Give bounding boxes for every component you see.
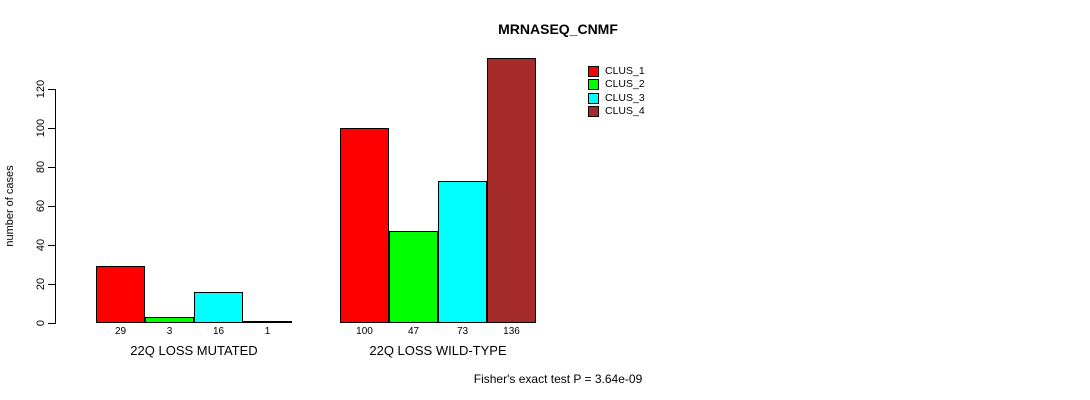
y-axis-line	[55, 89, 56, 324]
y-axis-tick-label: 20	[35, 277, 47, 291]
y-axis-tick	[48, 245, 55, 246]
y-axis-title: number of cases	[4, 165, 16, 247]
bar-value-label: 73	[456, 326, 469, 337]
bar-CLUS_4-group1	[243, 321, 292, 323]
legend-color-swatch	[588, 105, 599, 117]
y-axis-tick	[48, 206, 55, 207]
legend-item-CLUS_3: CLUS_3	[588, 92, 645, 105]
legend-item-CLUS_1: CLUS_1	[588, 65, 645, 78]
legend-item-CLUS_4: CLUS_4	[588, 105, 645, 118]
y-axis-tick	[48, 284, 55, 285]
legend-label: CLUS_2	[605, 78, 645, 91]
bar-value-label: 136	[503, 326, 520, 337]
bar-CLUS_3-group2	[438, 181, 487, 323]
y-axis-tick	[48, 323, 55, 324]
legend: CLUS_1 CLUS_2 CLUS_3 CLUS_4	[588, 65, 645, 118]
bar-CLUS_2-group2	[389, 231, 438, 323]
bar-CLUS_2-group1	[145, 317, 194, 323]
y-axis-tick-label: 40	[35, 238, 47, 252]
bar-value-label: 47	[407, 326, 420, 337]
bar-value-label: 1	[264, 326, 271, 337]
category-label-group1: 22Q LOSS MUTATED	[130, 343, 258, 358]
legend-label: CLUS_1	[605, 65, 645, 77]
bar-CLUS_4-group2	[487, 58, 536, 323]
y-axis-tick-label: 120	[35, 79, 47, 99]
legend-label: CLUS_4	[605, 104, 645, 117]
legend-label: CLUS_3	[605, 91, 645, 104]
fisher-test-note: Fisher's exact test P = 3.64e-09	[473, 372, 643, 386]
y-axis-tick-label: 0	[35, 319, 47, 327]
category-label-group2: 22Q LOSS WILD-TYPE	[369, 343, 507, 358]
y-axis-tick	[48, 128, 55, 129]
legend-color-swatch	[588, 92, 599, 104]
y-axis-tick	[48, 167, 55, 168]
bar-CLUS_1-group2	[340, 128, 389, 323]
y-axis-tick	[48, 89, 55, 90]
y-axis-tick-label: 80	[35, 160, 47, 174]
bar-value-label: 100	[356, 326, 373, 337]
bar-CLUS_1-group1	[96, 266, 145, 323]
bar-value-label: 16	[212, 326, 225, 337]
bar-value-label: 29	[114, 326, 127, 337]
legend-color-swatch	[588, 79, 599, 91]
legend-item-CLUS_2: CLUS_2	[588, 78, 645, 91]
bar-CLUS_3-group1	[194, 292, 243, 323]
bar-value-label: 3	[166, 326, 173, 337]
legend-color-swatch	[588, 66, 599, 77]
chart-title: MRNASEQ_CNMF	[498, 21, 618, 37]
y-axis-tick-label: 100	[35, 118, 47, 138]
y-axis-tick-label: 60	[35, 199, 47, 213]
